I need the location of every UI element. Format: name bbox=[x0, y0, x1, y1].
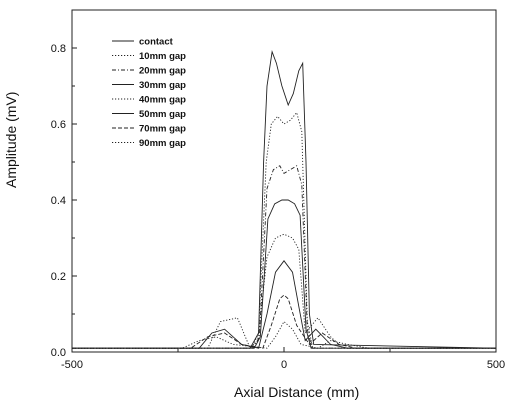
legend-label: 30mm gap bbox=[139, 80, 186, 91]
series-line-4 bbox=[72, 233, 496, 349]
y-tick-label: 0.4 bbox=[51, 195, 66, 207]
y-tick-label: 0.6 bbox=[51, 119, 66, 131]
series-line-0 bbox=[72, 50, 497, 349]
legend-label: 40mm gap bbox=[139, 95, 186, 106]
y-axis-label: Amplitude (mV) bbox=[3, 91, 19, 188]
legend-label: 20mm gap bbox=[139, 66, 186, 77]
x-tick-label: 0 bbox=[281, 359, 287, 371]
series-line-2 bbox=[72, 165, 496, 349]
series-line-3 bbox=[72, 199, 496, 349]
series-line-7 bbox=[72, 320, 496, 349]
x-tick-label: -500 bbox=[61, 359, 83, 371]
legend-label: 90mm gap bbox=[139, 138, 186, 149]
series-line-5 bbox=[72, 260, 496, 349]
x-axis-label: Axial Distance (mm) bbox=[234, 384, 360, 400]
plot-frame bbox=[71, 9, 497, 353]
y-tick-label: 0.2 bbox=[51, 271, 66, 283]
x-tick-label: 500 bbox=[487, 359, 505, 371]
series-line-6 bbox=[72, 294, 496, 349]
legend-label: 70mm gap bbox=[139, 124, 186, 135]
y-tick-label: 0.0 bbox=[51, 347, 66, 359]
legend-label: 10mm gap bbox=[139, 51, 186, 62]
legend-label: 50mm gap bbox=[139, 109, 186, 120]
y-tick-label: 0.8 bbox=[51, 43, 66, 55]
series-line-1 bbox=[72, 111, 496, 349]
legend: contact 10mm gap 20mm gap 30mm gap 40mm gap 5… bbox=[112, 37, 186, 149]
legend-label: contact bbox=[139, 37, 174, 48]
axis-ticks: -500 0 500 0.0 0.2 0.4 0.6 0.8 bbox=[51, 9, 505, 371]
series-group bbox=[72, 50, 497, 349]
